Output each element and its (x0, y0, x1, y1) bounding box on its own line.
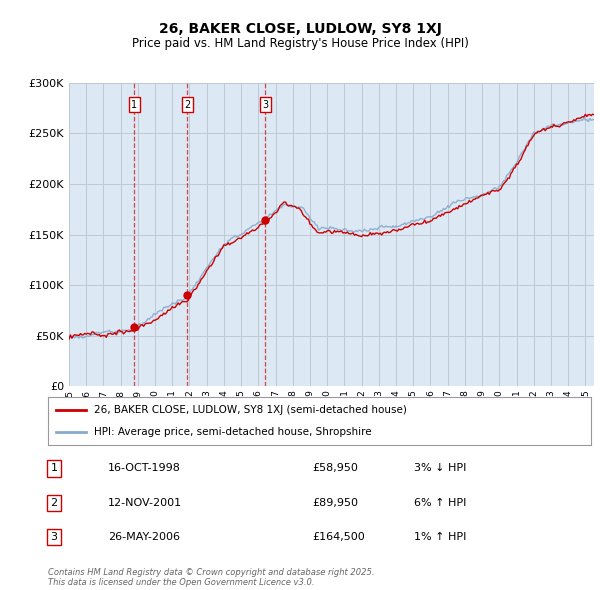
Text: 26, BAKER CLOSE, LUDLOW, SY8 1XJ: 26, BAKER CLOSE, LUDLOW, SY8 1XJ (158, 22, 442, 37)
Text: 1: 1 (131, 100, 137, 110)
Text: £58,950: £58,950 (312, 464, 358, 473)
Text: 2: 2 (50, 498, 58, 507)
Text: 3: 3 (50, 532, 58, 542)
Text: 12-NOV-2001: 12-NOV-2001 (108, 498, 182, 507)
Text: 3% ↓ HPI: 3% ↓ HPI (414, 464, 466, 473)
Text: 3: 3 (262, 100, 268, 110)
Text: 26, BAKER CLOSE, LUDLOW, SY8 1XJ (semi-detached house): 26, BAKER CLOSE, LUDLOW, SY8 1XJ (semi-d… (94, 405, 407, 415)
Text: 2: 2 (184, 100, 190, 110)
Text: £89,950: £89,950 (312, 498, 358, 507)
Text: Price paid vs. HM Land Registry's House Price Index (HPI): Price paid vs. HM Land Registry's House … (131, 37, 469, 50)
Text: 6% ↑ HPI: 6% ↑ HPI (414, 498, 466, 507)
Text: 1: 1 (50, 464, 58, 473)
Text: £164,500: £164,500 (312, 532, 365, 542)
Text: 1% ↑ HPI: 1% ↑ HPI (414, 532, 466, 542)
Text: HPI: Average price, semi-detached house, Shropshire: HPI: Average price, semi-detached house,… (94, 427, 372, 437)
Text: Contains HM Land Registry data © Crown copyright and database right 2025.
This d: Contains HM Land Registry data © Crown c… (48, 568, 374, 587)
Text: 26-MAY-2006: 26-MAY-2006 (108, 532, 180, 542)
Text: 16-OCT-1998: 16-OCT-1998 (108, 464, 181, 473)
